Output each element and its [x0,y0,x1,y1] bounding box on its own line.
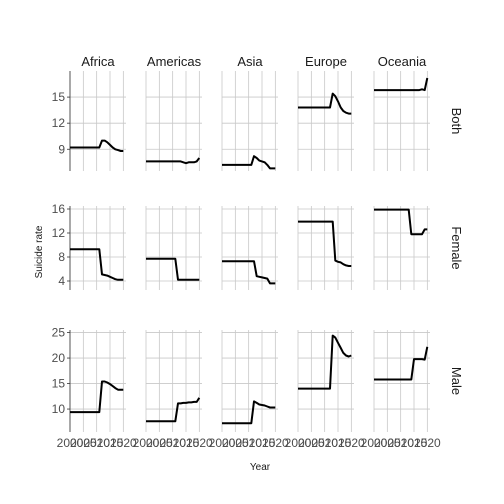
strip-label-europe: Europe [305,54,347,69]
series-line-female-americas [146,257,200,281]
x-tick-label: 2010 [83,436,110,450]
y-tick-label: 9 [58,142,65,156]
y-tick-label: 15 [52,90,66,104]
panel-female-africa: 4 8 12 16 [52,202,126,290]
x-tick-label: 2000 [57,436,84,450]
panel-female-oceania [373,206,430,290]
y-tick-label: 4 [58,274,65,288]
series-line-both-europe [298,92,352,115]
facet-panels: Africa Americas Asia Europe Oceania Both 9 12 15… [52,54,464,450]
panel-both-europe [297,71,354,171]
panel-male-americas [145,330,202,432]
panel-both-africa: 9 12 15 [52,71,126,171]
strip-label-africa: Africa [81,54,115,69]
x-tick-label: 2005 [70,436,97,450]
panel-male-africa: 10 15 20 25 [52,326,126,432]
x-tick-label: 2015 [173,436,200,450]
y-tick-label: 10 [52,402,66,416]
panel-both-asia [221,71,278,171]
x-tick-label: 2005 [222,436,249,450]
panel-both-americas [145,71,202,171]
x-tick-label: 2020 [338,436,365,450]
strip-label-oceania: Oceania [378,54,427,69]
panel-female-americas [145,206,202,290]
x-tick-label: 2005 [374,436,401,450]
y-axis-title: Suicide rate [34,225,45,278]
x-tick-label: 2000 [209,436,236,450]
x-tick-label: 2015 [97,436,124,450]
panel-female-asia [221,206,278,290]
y-tick-label: 12 [52,116,66,130]
x-tick-label: 2000 [133,436,160,450]
x-tick-label: 2015 [249,436,276,450]
series-line-both-oceania [374,77,429,92]
series-line-both-africa [70,139,124,152]
strip-label-americas: Americas [147,54,202,69]
x-tick-label: 2000 [285,436,312,450]
x-tick-label: 2000 [361,436,388,450]
series-line-male-oceania [374,346,429,381]
series-line-female-asia [222,260,276,285]
series-line-male-africa [70,380,124,414]
strip-label-asia: Asia [237,54,263,69]
y-tick-label: 16 [52,202,66,216]
row-label-male: Male [449,367,464,395]
panel-female-europe [297,206,354,290]
x-tick-label: 2020 [262,436,289,450]
row-label-both: Both [449,108,464,135]
panel-male-asia [221,330,278,432]
series-line-male-europe [298,334,352,390]
series-line-female-africa [70,248,124,281]
x-tick-label: 2010 [159,436,186,450]
x-tick-label: 2020 [110,436,137,450]
x-tick-label: 2020 [414,436,441,450]
y-tick-label: 8 [58,250,65,264]
row-label-female: Female [449,226,464,269]
series-line-both-asia [222,155,276,170]
panel-male-oceania [373,330,430,432]
y-tick-label: 12 [52,226,66,240]
series-line-male-americas [146,397,201,423]
x-tick-label: 2010 [235,436,262,450]
series-line-female-oceania [374,208,428,236]
series-line-female-europe [298,220,352,267]
x-tick-label: 2005 [146,436,173,450]
y-tick-label: 15 [52,377,66,391]
x-tick-label: 2015 [325,436,352,450]
x-tick-label: 2015 [401,436,428,450]
panel-male-europe [297,330,354,432]
x-tick-label: 2010 [387,436,414,450]
y-tick-label: 25 [52,326,66,340]
series-line-male-asia [222,400,276,425]
y-tick-label: 20 [52,351,66,365]
x-axis-title: Year [250,462,271,473]
x-tick-label: 2010 [311,436,338,450]
x-tick-label: 2005 [298,436,325,450]
series-line-both-americas [146,157,201,165]
x-tick-label: 2020 [186,436,213,450]
panel-both-oceania [373,71,430,171]
